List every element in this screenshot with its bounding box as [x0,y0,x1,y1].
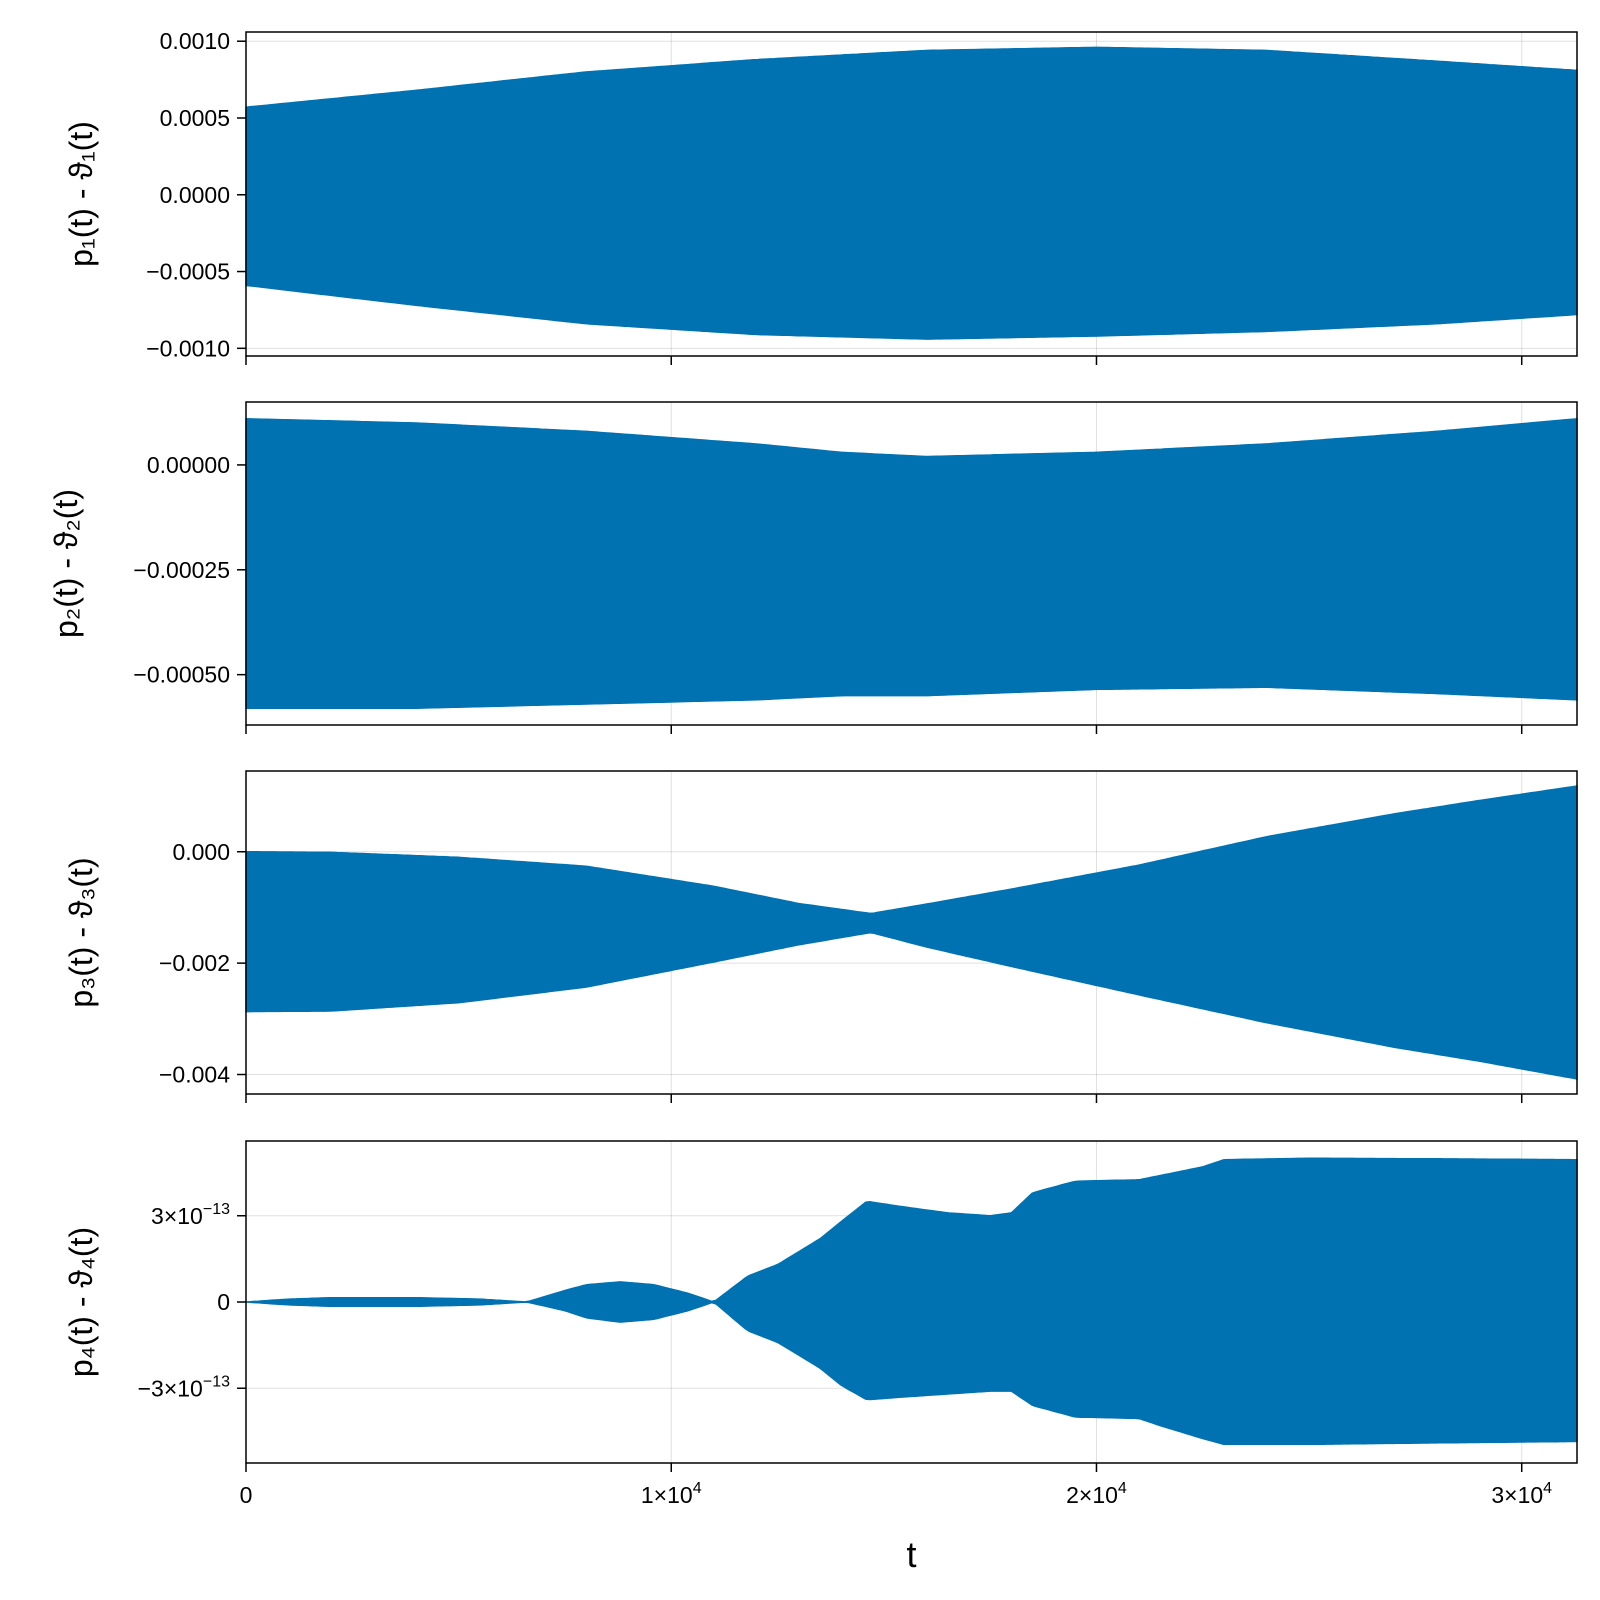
y-tick-label-exponent: −13 [203,1201,230,1218]
y-axis-label: p₁(t) - ϑ₁(t) [63,121,99,267]
y-tick-label: −0.0010 [146,335,230,361]
x-tick-label: 0 [240,1482,253,1508]
x-tick-label-base: 2×10 [1066,1482,1118,1508]
x-axis-label: t [906,1534,916,1575]
y-tick-label: 0.000 [172,839,230,865]
x-tick-label: 2×104 [1066,1480,1127,1508]
panel-1: −0.0010 −0.0005 0.0000 0.0005 0.0010 p₁(t) - … [63,28,1578,365]
y-tick-label: 0.00000 [147,452,230,478]
y-tick-label-exponent: −13 [203,1373,230,1390]
series-band-1 [245,46,1578,340]
x-tick-label: 1×104 [641,1480,702,1508]
y-tick-label: 0.0010 [160,28,230,54]
y-tick-label: 0.0005 [160,105,230,131]
series-band-2 [245,417,1578,709]
panel-3: −0.004 −0.002 0.000 p₃(t) - ϑ₃(t) [63,770,1578,1103]
y-tick-label-base: −3×10 [138,1375,203,1401]
y-tick-label: −3×10−13 [138,1373,230,1401]
x-tick-label: 3×104 [1491,1480,1552,1508]
y-tick-label: 0 [217,1289,230,1315]
series-band-3 [245,785,1578,1080]
plot-frame [245,401,1578,726]
y-tick-label-base: 0 [217,1289,230,1315]
y-tick-label: 3×10−13 [151,1201,230,1229]
x-tick-label-exponent: 4 [693,1480,702,1497]
y-axis-label: p₃(t) - ϑ₃(t) [63,857,99,1007]
plot-frame [245,770,1578,1095]
x-tick-label-exponent: 4 [1543,1480,1552,1497]
y-axis-label: p₂(t) - ϑ₂(t) [48,489,84,638]
panel-2: −0.00050 −0.00025 0.00000 p₂(t) - ϑ₂(t) [48,401,1578,734]
series-band-4 [245,1157,1578,1446]
plot-frame [245,31,1578,357]
y-tick-label: −0.00050 [133,662,230,688]
x-tick-label-base: 1×10 [641,1482,693,1508]
y-tick-label: −0.002 [159,950,230,976]
y-tick-label: −0.00025 [133,557,230,583]
x-tick-label-base: 0 [240,1482,253,1508]
y-tick-label-base: 3×10 [151,1203,203,1229]
y-tick-label: −0.004 [159,1062,230,1088]
y-tick-label: −0.0005 [146,259,230,285]
y-axis-label: p₄(t) - ϑ₄(t) [63,1227,99,1377]
x-tick-label-base: 3×10 [1491,1482,1543,1508]
y-tick-label: 0.0000 [160,182,230,208]
x-tick-label-exponent: 4 [1118,1480,1127,1497]
